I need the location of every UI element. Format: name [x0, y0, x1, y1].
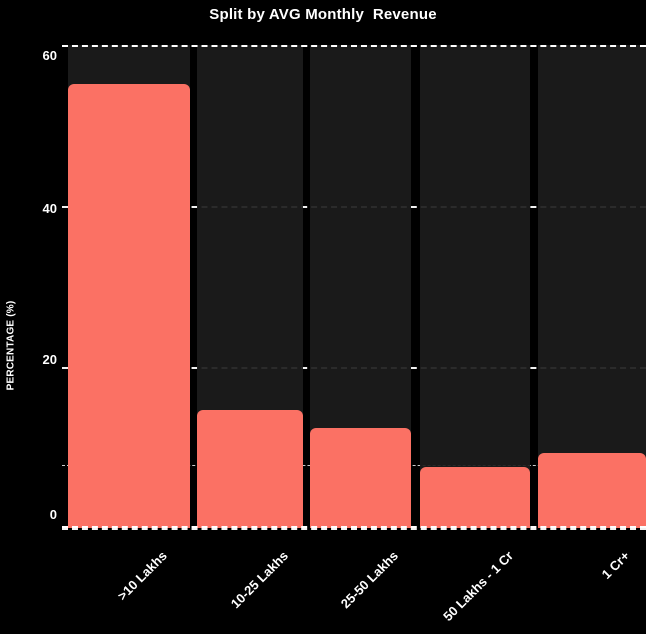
category-band — [310, 45, 411, 528]
chart-title: Split by AVG Monthly Revenue — [209, 6, 437, 23]
plot-area — [62, 45, 646, 530]
x-label-10-lakhs: >10 Lakhs — [114, 548, 170, 604]
y-tick-label-0: 0 — [49, 507, 57, 522]
y-tick-label-20: 20 — [42, 352, 57, 367]
x-axis-baseline — [62, 526, 646, 528]
x-label-10-25-lakhs: 10-25 Lakhs — [227, 548, 291, 612]
gridline-y-0 — [62, 528, 646, 530]
y-tick-label-60: 60 — [42, 48, 57, 63]
bar-25-50-lakhs[interactable] — [310, 428, 411, 528]
y-axis-title: PERCENTAGE (%) — [5, 300, 17, 391]
x-label-1-cr: 1 Cr+ — [598, 548, 633, 582]
bar-50-lakhs-1-cr[interactable] — [420, 466, 530, 528]
x-label-25-50-lakhs: 25-50 Lakhs — [337, 548, 402, 612]
category-band — [68, 45, 190, 528]
bar-1-cr[interactable] — [538, 453, 646, 528]
bar-10-25-lakhs[interactable] — [197, 409, 303, 528]
bar-10-lakhs[interactable] — [68, 84, 190, 528]
y-tick-label-40: 40 — [42, 201, 57, 216]
category-band — [420, 45, 530, 528]
x-label-50-lakhs-1-cr: 50 Lakhs - 1 Cr — [439, 548, 516, 625]
category-band — [538, 45, 646, 528]
category-band — [197, 45, 303, 528]
plot-top-border — [62, 45, 646, 47]
